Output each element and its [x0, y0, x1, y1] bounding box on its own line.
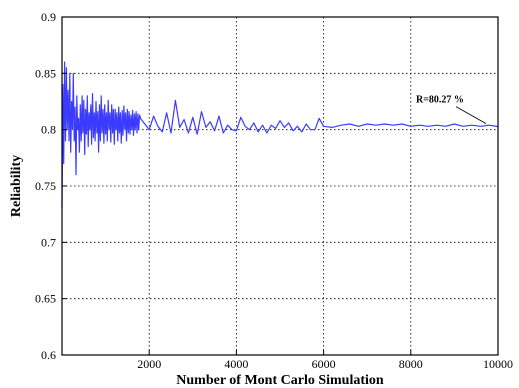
y-tick-label: 0.9: [41, 10, 56, 24]
series-line: [61, 61, 499, 209]
x-axis-ticks: 2000 4000 6000 8000 10000: [137, 350, 513, 371]
grid: [62, 16, 499, 356]
annotation-label: R=80.27 %: [416, 95, 464, 106]
x-axis-title: Number of Mont Carlo Simulation: [176, 373, 384, 388]
y-axis-ticks: 0.6 0.65 0.7 0.75 0.8 0.85 0.9: [35, 10, 67, 362]
y-tick-label: 0.6: [41, 348, 56, 362]
y-tick-label: 0.65: [35, 292, 56, 306]
x-tick-label: 6000: [312, 357, 336, 371]
y-tick-label: 0.85: [35, 66, 56, 80]
y-tick-label: 0.7: [41, 235, 56, 249]
y-tick-label: 0.75: [35, 179, 56, 193]
series-layer: [61, 61, 499, 209]
annotation-leader-line: [455, 106, 487, 124]
y-tick-label: 0.8: [41, 123, 56, 137]
y-axis-title: Reliability: [9, 155, 24, 217]
annotation: R=80.27 %: [416, 95, 487, 124]
x-tick-label: 4000: [224, 357, 248, 371]
x-tick-label: 2000: [137, 357, 161, 371]
x-tick-label: 10000: [483, 357, 513, 371]
x-tick-label: 8000: [399, 357, 423, 371]
